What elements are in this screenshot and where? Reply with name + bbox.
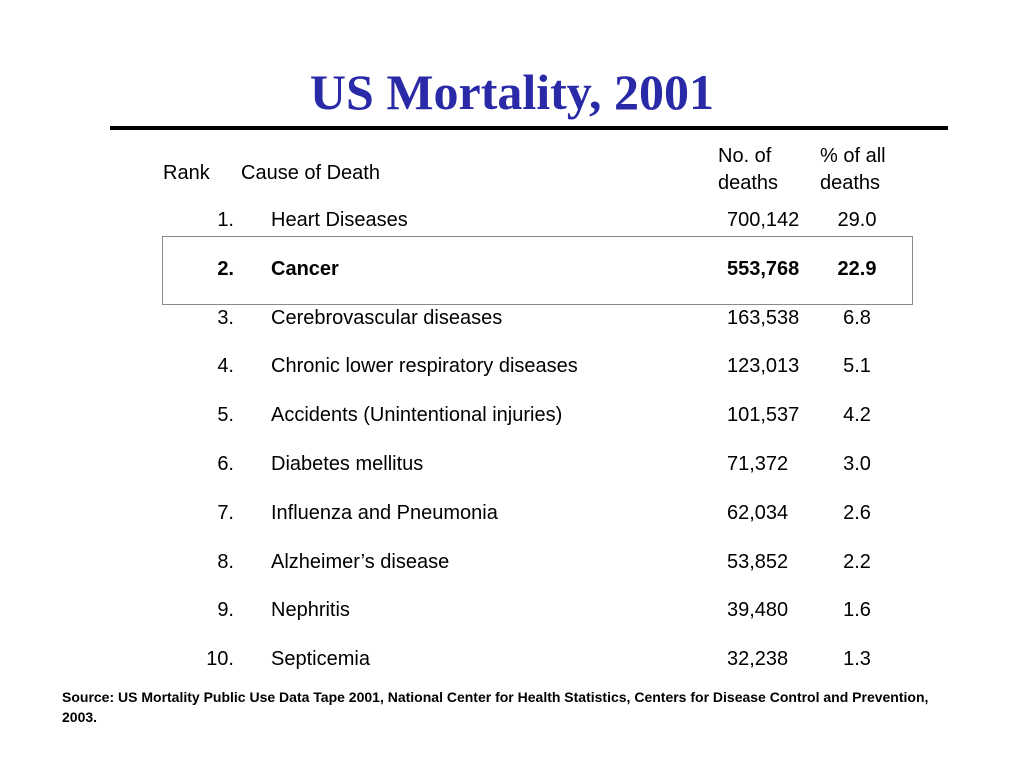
row-cause: Alzheimer’s disease [271,551,450,573]
row-percent: 29.0 [837,209,877,231]
header-percent-of-deaths: % of all deaths [820,143,886,197]
row-percent: 3.0 [843,453,871,475]
row-cause: Chronic lower respiratory diseases [271,355,578,377]
row-number-of-deaths: 553,768 [727,258,800,280]
row-rank: 5. [217,404,234,426]
row-percent: 6.8 [843,307,871,329]
header-percent-line1: % of all [820,145,886,167]
row-cause: Septicemia [271,648,370,670]
row-number-of-deaths: 123,013 [727,355,800,377]
header-percent-line2: deaths [820,172,881,194]
row-number-of-deaths: 71,372 [727,453,789,475]
row-number-of-deaths: 53,852 [727,551,789,573]
row-percent: 1.3 [843,648,871,670]
row-rank: 7. [217,502,234,524]
header-number-line1: No. of [718,145,772,167]
row-number-of-deaths: 32,238 [727,648,789,670]
header-rank: Rank [163,162,210,184]
row-percent: 2.2 [843,551,871,573]
row-rank: 6. [217,453,234,475]
header-number-of-deaths: No. of deaths [718,143,778,197]
row-rank: 10. [206,648,234,670]
row-rank: 9. [217,599,234,621]
row-cause: Accidents (Unintentional injuries) [271,404,563,426]
page-title: US Mortality, 2001 [309,64,715,120]
row-percent: 22.9 [837,258,877,280]
row-percent: 2.6 [843,502,871,524]
title-divider [110,126,948,130]
row-rank: 4. [217,355,234,377]
row-rank: 2. [217,258,234,280]
row-number-of-deaths: 62,034 [727,502,789,524]
row-rank: 8. [217,551,234,573]
row-cause: Heart Diseases [271,209,408,231]
header-number-line2: deaths [718,172,779,194]
row-rank: 3. [217,307,234,329]
row-percent: 5.1 [843,355,871,377]
header-cause: Cause of Death [241,162,380,184]
row-cause: Cerebrovascular diseases [271,307,503,329]
source-note: Source: US Mortality Public Use Data Tap… [62,689,929,725]
row-percent: 4.2 [843,404,871,426]
highlight-box [162,236,913,305]
row-rank: 1. [217,209,234,231]
row-cause: Cancer [271,258,339,280]
row-number-of-deaths: 163,538 [727,307,800,329]
row-number-of-deaths: 39,480 [727,599,789,621]
row-percent: 1.6 [843,599,871,621]
row-cause: Influenza and Pneumonia [271,502,498,524]
row-number-of-deaths: 700,142 [727,209,800,231]
row-number-of-deaths: 101,537 [727,404,800,426]
row-cause: Diabetes mellitus [271,453,424,475]
row-cause: Nephritis [271,599,350,621]
